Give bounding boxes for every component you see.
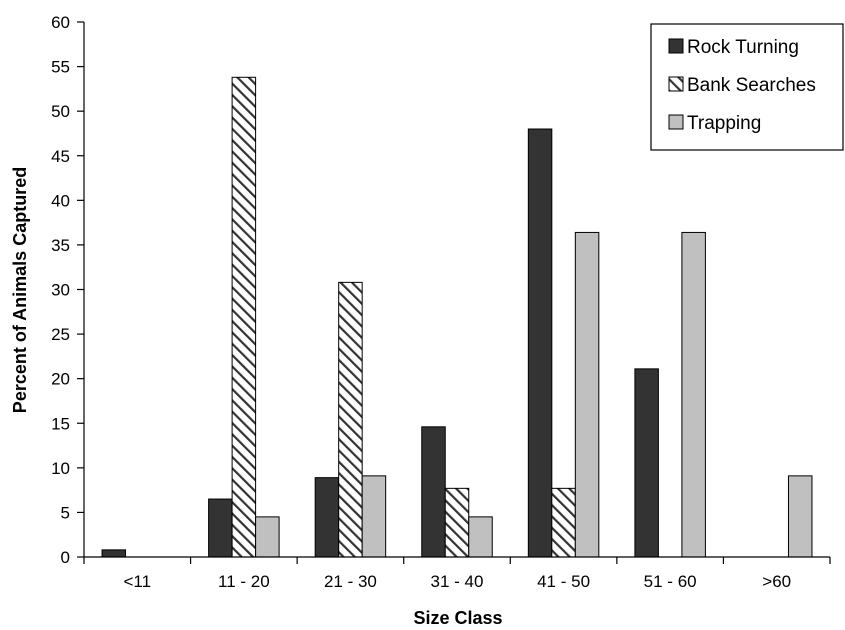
x-axis-ticks: <11 11 - 20 21 - 30 31 - 40 41 - 50 51 - 60 >6… [83, 557, 831, 591]
bar-rock-turning [314, 477, 340, 558]
y-tick-label: 50 [51, 102, 70, 121]
x-tick-label: 51 - 60 [644, 572, 697, 591]
y-tick-label: 55 [51, 58, 70, 77]
y-tick-label: 10 [51, 459, 70, 478]
bar-trapping [574, 231, 600, 558]
legend-swatch [668, 76, 684, 92]
bar-trapping [681, 231, 706, 558]
y-axis-ticks: 0 5 10 15 20 25 30 35 40 45 50 55 60 [51, 13, 84, 567]
bar-rock-turning [101, 549, 127, 558]
bar-rock-turning [421, 426, 446, 558]
y-tick-label: 60 [51, 13, 70, 32]
legend-label: Trapping [687, 113, 761, 134]
x-tick-label: 31 - 40 [431, 572, 484, 591]
y-tick-label: 30 [51, 281, 70, 300]
legend-swatch [668, 38, 684, 54]
bar-rock-turning [208, 498, 233, 558]
legend-label: Rock Turning [687, 37, 799, 58]
x-tick-label: 21 - 30 [324, 572, 377, 591]
x-axis-title: Size Class [413, 608, 502, 628]
y-tick-label: 45 [51, 147, 70, 166]
y-tick-label: 40 [51, 191, 70, 210]
legend-label: Bank Searches [687, 75, 816, 96]
bar-bank-searches [444, 487, 470, 558]
y-tick-label: 0 [61, 548, 70, 567]
bar-trapping [255, 516, 280, 558]
bar-trapping [468, 516, 493, 558]
bar-rock-turning [634, 368, 659, 558]
bar-bank-searches [231, 76, 257, 558]
y-tick-label: 20 [51, 370, 70, 389]
x-tick-label: 41 - 50 [537, 572, 590, 591]
x-tick-label: >60 [762, 572, 791, 591]
bar-trapping [787, 475, 813, 558]
y-tick-label: 15 [51, 414, 70, 433]
x-tick-label: <11 [123, 572, 151, 591]
bar-trapping [361, 475, 387, 558]
x-tick-label: 11 - 20 [218, 572, 270, 591]
legend-swatch [668, 114, 684, 130]
bar-bank-searches [338, 281, 363, 558]
y-tick-label: 5 [61, 503, 70, 522]
y-tick-label: 35 [51, 236, 70, 255]
bar-rock-turning [527, 128, 553, 558]
y-tick-label: 25 [51, 325, 70, 344]
plot-area: 0 5 10 15 20 25 30 35 40 45 50 55 60 <11 11 - 20 21 - … [51, 13, 831, 591]
bars [101, 76, 813, 558]
bar-bank-searches [551, 487, 576, 558]
y-axis-title: Percent of Animals Captured [10, 167, 30, 413]
legend: Rock Turning Bank Searches Trapping [650, 23, 844, 151]
